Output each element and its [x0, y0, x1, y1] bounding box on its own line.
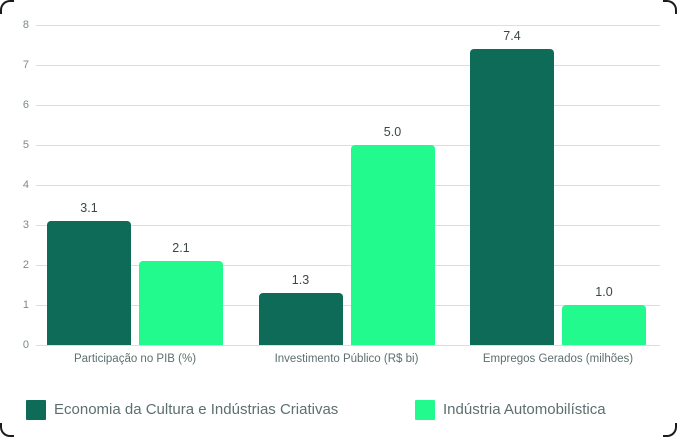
y-axis-tick-label: 3	[22, 218, 29, 231]
y-axis-tick-label: 8	[22, 18, 29, 31]
gridline	[36, 145, 660, 146]
gridline	[36, 25, 660, 26]
bar-value-label: 1.0	[595, 285, 613, 299]
gridline	[36, 265, 660, 266]
bar	[470, 49, 554, 345]
gridline	[36, 65, 660, 66]
y-axis-tick-label: 5	[22, 138, 29, 151]
y-axis-tick-label: 6	[22, 98, 29, 111]
category-label: Investimento Público (R$ bi)	[274, 353, 419, 365]
bar	[562, 305, 646, 345]
bar-value-label: 5.0	[383, 125, 402, 139]
category-label: Empregos Gerados (milhões)	[482, 353, 634, 365]
card-corner-bottom-left	[0, 423, 14, 437]
gridline	[36, 225, 660, 226]
bar-value-label: 1.3	[291, 273, 310, 287]
legend-swatch	[415, 400, 435, 420]
legend-item: Indústria Automobilística	[415, 399, 606, 421]
gridline	[36, 345, 660, 346]
card-corner-bottom-right	[663, 423, 677, 437]
card-corner-top-right	[663, 0, 677, 14]
bar	[258, 293, 343, 345]
category-label: Participação no PIB (%)	[73, 353, 197, 365]
legend-label: Economia da Cultura e Indústrias Criativ…	[54, 401, 339, 418]
gridline	[36, 305, 660, 306]
bar	[139, 261, 223, 345]
bar	[350, 145, 435, 345]
bar-value-label: 3.1	[80, 201, 98, 215]
y-axis-tick-label: 4	[22, 178, 29, 191]
legend-label: Indústria Automobilística	[443, 401, 606, 418]
gridline	[36, 185, 660, 186]
y-axis-tick-label: 7	[22, 58, 29, 71]
bar-value-label: 2.1	[172, 241, 190, 255]
legend-item: Economia da Cultura e Indústrias Criativ…	[26, 399, 338, 421]
gridline	[36, 105, 660, 106]
y-axis-tick-label: 0	[22, 338, 29, 351]
y-axis-tick-label: 2	[22, 258, 29, 271]
bar	[47, 221, 131, 345]
card-corner-top-left	[0, 0, 14, 14]
legend-swatch	[26, 400, 46, 420]
bar-value-label: 7.4	[503, 29, 521, 43]
y-axis-tick-label: 1	[22, 298, 29, 311]
